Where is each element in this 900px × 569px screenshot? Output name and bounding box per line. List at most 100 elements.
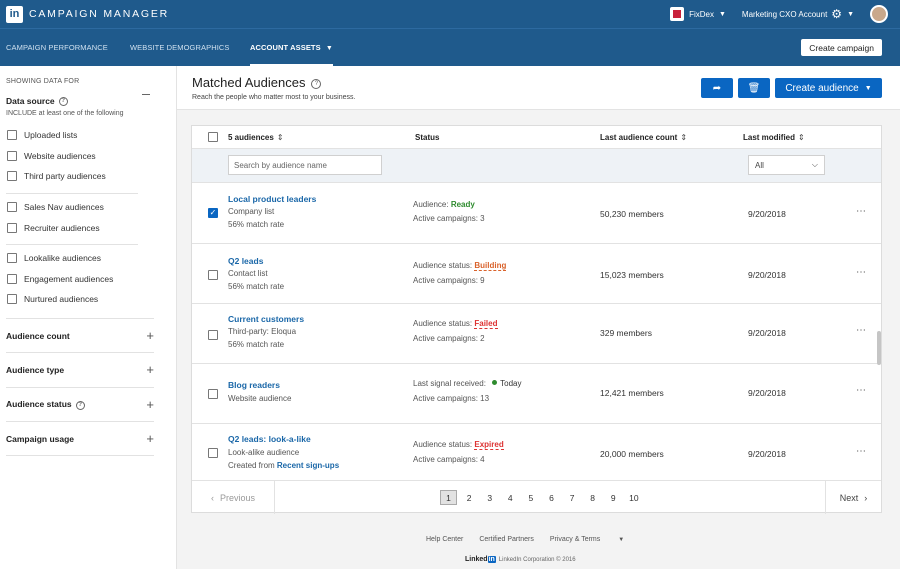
table-row[interactable]: Blog readers Website audience Last signa… bbox=[192, 364, 881, 424]
section-audience-type[interactable]: Audience type + bbox=[6, 362, 154, 377]
filter-lookalike-audiences[interactable]: Lookalike audiences bbox=[7, 253, 101, 263]
audience-name-link[interactable]: Blog readers bbox=[228, 380, 280, 390]
page-8[interactable]: 8 bbox=[590, 492, 596, 503]
checkbox[interactable] bbox=[7, 294, 17, 304]
create-audience-button[interactable]: Create audience ▼ bbox=[775, 78, 882, 98]
sort-icon[interactable]: ⇕ bbox=[276, 133, 284, 142]
more-options-icon[interactable]: ⋯ bbox=[856, 267, 867, 278]
checkbox[interactable] bbox=[7, 202, 17, 212]
plus-icon[interactable]: + bbox=[146, 431, 154, 446]
page-10[interactable]: 10 bbox=[629, 492, 639, 503]
page-3[interactable]: 3 bbox=[487, 492, 493, 503]
status-badge[interactable]: Expired bbox=[474, 440, 504, 450]
page-1[interactable]: 1 bbox=[440, 490, 457, 505]
filter-recruiter-audiences[interactable]: Recruiter audiences bbox=[7, 223, 100, 233]
audience-name-link[interactable]: Q2 leads: look-a-like bbox=[228, 434, 311, 444]
status-badge[interactable]: Failed bbox=[474, 319, 498, 329]
table-row[interactable]: ✓ Local product leaders Company list 56%… bbox=[192, 184, 881, 244]
info-icon[interactable]: ? bbox=[58, 97, 68, 107]
section-audience-count[interactable]: Audience count + bbox=[6, 328, 154, 343]
audience-name-link[interactable]: Current customers bbox=[228, 314, 305, 324]
column-last-modified[interactable]: Last modified ⇕ bbox=[743, 133, 805, 142]
page-5[interactable]: 5 bbox=[528, 492, 534, 503]
audience-source: Look-alike audience bbox=[228, 448, 300, 457]
checkbox[interactable] bbox=[7, 151, 17, 161]
tab-account-assets-label: ACCOUNT ASSETS bbox=[250, 43, 321, 52]
page-6[interactable]: 6 bbox=[549, 492, 554, 503]
page-2[interactable]: 2 bbox=[466, 492, 472, 503]
divider bbox=[6, 421, 154, 422]
more-options-icon[interactable]: ⋯ bbox=[856, 206, 867, 217]
checkbox[interactable] bbox=[7, 130, 17, 140]
status-badge[interactable]: Building bbox=[474, 261, 507, 271]
plus-icon[interactable]: + bbox=[146, 328, 154, 343]
linkedin-logo[interactable]: in bbox=[6, 5, 23, 23]
info-icon[interactable]: ? bbox=[311, 78, 322, 89]
more-options-icon[interactable]: ⋯ bbox=[856, 385, 867, 396]
collapse-icon[interactable] bbox=[142, 94, 150, 95]
table-row[interactable]: Q2 leads Contact list 56% match rate Aud… bbox=[192, 244, 881, 304]
chevron-right-icon: › bbox=[864, 492, 868, 503]
checkbox[interactable] bbox=[7, 171, 17, 181]
previous-button[interactable]: ‹ Previous bbox=[192, 481, 275, 514]
chevron-down-icon[interactable]: ▼ bbox=[847, 10, 854, 18]
checkbox[interactable] bbox=[7, 274, 17, 284]
scrollbar[interactable] bbox=[877, 331, 881, 365]
page-4[interactable]: 4 bbox=[507, 492, 513, 503]
share-button[interactable]: ➦ bbox=[701, 78, 733, 98]
footer-certified-partners[interactable]: Certified Partners bbox=[479, 536, 534, 543]
gear-icon[interactable]: ⚙ bbox=[831, 7, 843, 21]
footer-privacy-terms[interactable]: Privacy & Terms ▼ bbox=[550, 536, 640, 543]
row-checkbox[interactable] bbox=[208, 330, 218, 340]
tab-campaign-performance[interactable]: CAMPAIGN PERFORMANCE bbox=[6, 43, 108, 52]
more-options-icon[interactable]: ⋯ bbox=[856, 325, 867, 336]
plus-icon[interactable]: + bbox=[146, 397, 154, 412]
audience-name-link[interactable]: Local product leaders bbox=[228, 194, 317, 204]
footer-help-center[interactable]: Help Center bbox=[426, 536, 464, 543]
filter-sidebar: SHOWING DATA FOR Data source? INCLUDE at… bbox=[0, 66, 177, 569]
previous-label: Previous bbox=[219, 492, 255, 503]
row-checkbox[interactable]: ✓ bbox=[208, 208, 218, 218]
row-checkbox[interactable] bbox=[208, 389, 218, 399]
filter-sales-nav-audiences[interactable]: Sales Nav audiences bbox=[7, 202, 104, 212]
more-options-icon[interactable]: ⋯ bbox=[856, 446, 867, 457]
create-campaign-button[interactable]: Create campaign bbox=[801, 39, 882, 56]
section-campaign-usage[interactable]: Campaign usage + bbox=[6, 431, 154, 446]
tab-website-demographics[interactable]: WEBSITE DEMOGRAPHICS bbox=[130, 43, 230, 52]
page-9[interactable]: 9 bbox=[610, 492, 616, 503]
row-checkbox[interactable] bbox=[208, 270, 218, 280]
sort-icon[interactable]: ⇕ bbox=[680, 133, 688, 142]
tab-account-assets[interactable]: ACCOUNT ASSETS ▼ bbox=[250, 29, 333, 67]
sort-icon[interactable]: ⇕ bbox=[798, 133, 805, 142]
delete-button[interactable]: 🗑 bbox=[738, 78, 770, 98]
checkbox[interactable] bbox=[7, 223, 17, 233]
filter-uploaded-lists[interactable]: Uploaded lists bbox=[7, 130, 77, 140]
next-button[interactable]: Next › bbox=[825, 481, 881, 514]
table-row[interactable]: Current customers Third-party: Eloqua 56… bbox=[192, 304, 881, 364]
search-input[interactable] bbox=[228, 155, 382, 175]
filter-nurtured-audiences[interactable]: Nurtured audiences bbox=[7, 294, 98, 304]
chevron-down-icon[interactable]: ▼ bbox=[718, 10, 726, 18]
status-dot-icon bbox=[492, 380, 498, 385]
account-name[interactable]: Marketing CXO Account bbox=[741, 9, 828, 19]
checkbox[interactable] bbox=[7, 253, 17, 263]
plus-icon[interactable]: + bbox=[146, 362, 154, 377]
avatar[interactable] bbox=[870, 5, 888, 23]
row-checkbox[interactable] bbox=[208, 448, 218, 458]
modified-filter-select[interactable]: All ⌵ bbox=[748, 155, 825, 175]
column-audiences[interactable]: 5 audiences ⇕ bbox=[228, 133, 284, 142]
filter-engagement-audiences[interactable]: Engagement audiences bbox=[7, 274, 113, 284]
company-switcher[interactable]: FixDex bbox=[689, 9, 714, 19]
section-audience-status[interactable]: Audience status? + bbox=[6, 397, 154, 412]
table-row[interactable]: Q2 leads: look-a-like Look-alike audienc… bbox=[192, 424, 881, 480]
source-audience-link[interactable]: Recent sign-ups bbox=[276, 461, 340, 470]
select-all-checkbox[interactable] bbox=[208, 132, 218, 142]
chevron-down-icon: ▼ bbox=[864, 84, 872, 92]
info-icon[interactable]: ? bbox=[75, 400, 85, 410]
page-7[interactable]: 7 bbox=[569, 492, 575, 503]
audience-name-link[interactable]: Q2 leads bbox=[228, 256, 264, 266]
filter-label: Sales Nav audiences bbox=[24, 202, 104, 212]
filter-website-audiences[interactable]: Website audiences bbox=[7, 151, 96, 161]
filter-third-party-audiences[interactable]: Third party audiences bbox=[7, 171, 106, 181]
column-last-count[interactable]: Last audience count ⇕ bbox=[600, 133, 687, 142]
